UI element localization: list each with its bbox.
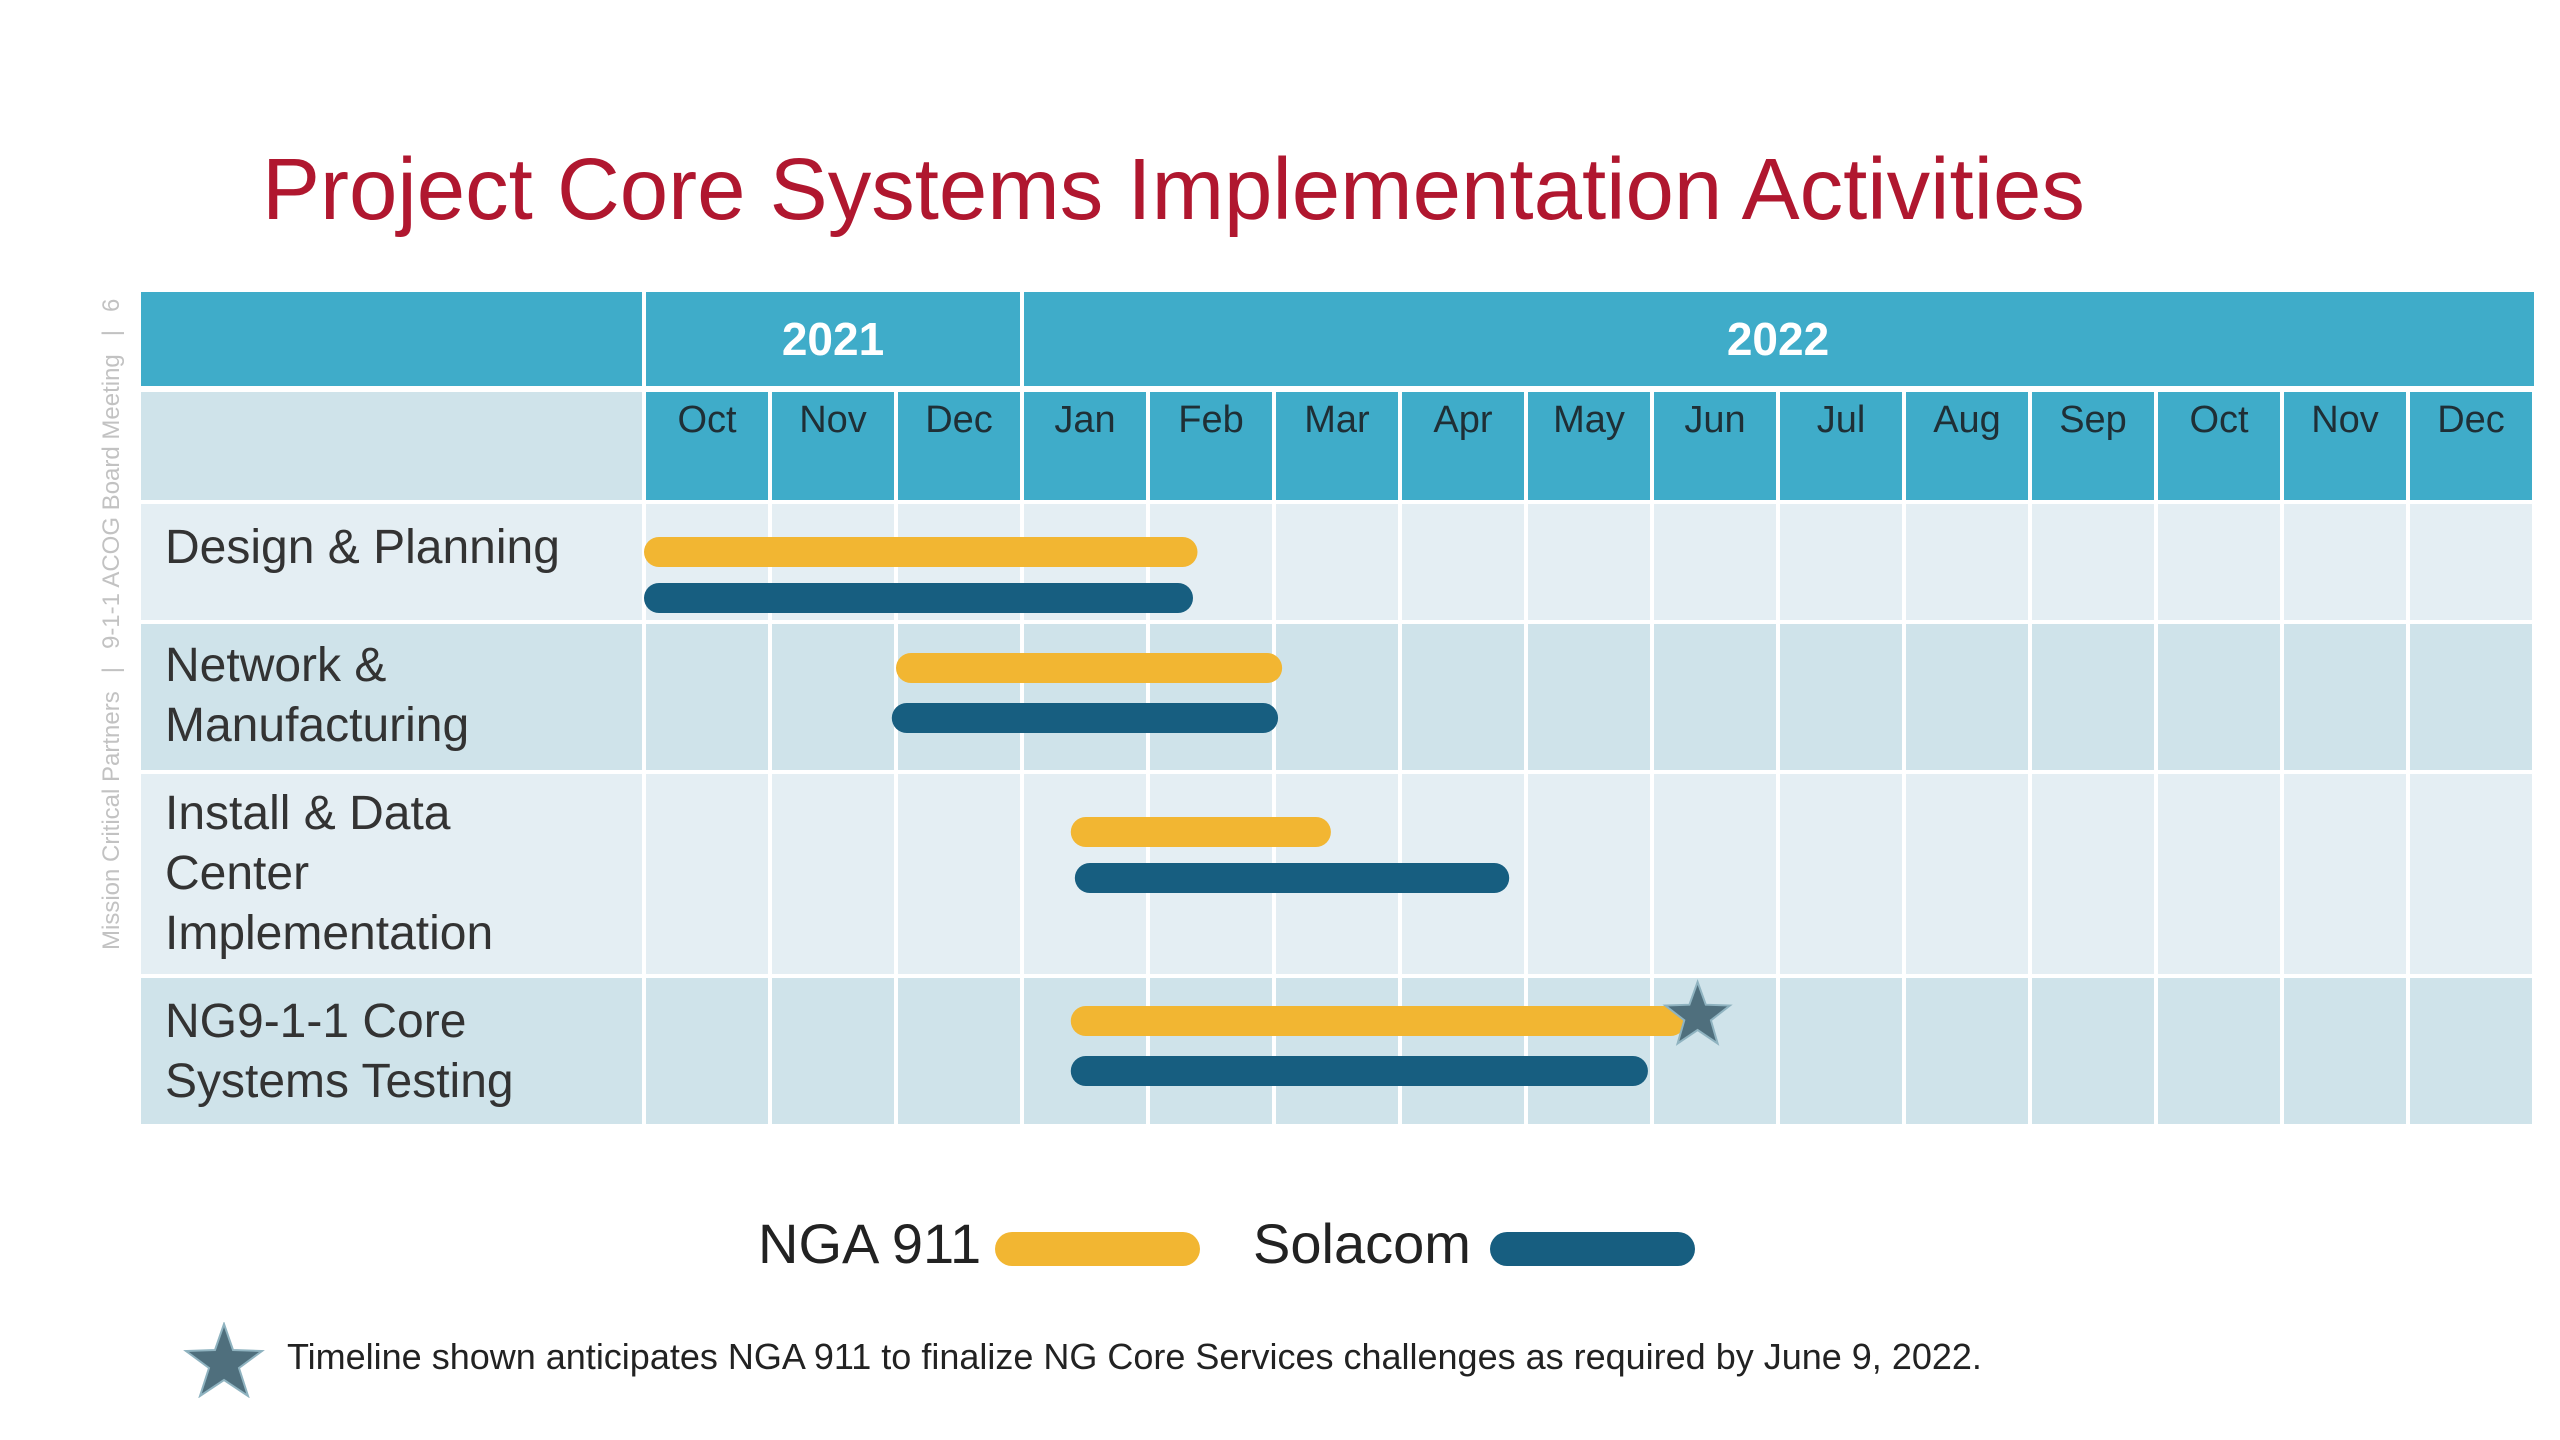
month-label: Nov <box>2311 399 2379 441</box>
legend-swatch-solacom <box>1490 1232 1695 1266</box>
row-label: Design & Planning <box>165 521 560 574</box>
month-label: Sep <box>2059 399 2127 441</box>
month-label: Oct <box>2189 399 2249 441</box>
row-label: NG9-1-1 Core Systems Testing <box>165 995 514 1108</box>
row-label: Network & Manufacturing <box>165 639 470 752</box>
month-label: Feb <box>1178 399 1243 441</box>
month-header-label-cell <box>141 392 644 500</box>
month-label: Dec <box>2437 399 2505 441</box>
row-label: Install & Data Center Implementation <box>165 787 494 960</box>
page-title: Project Core Systems Implementation Acti… <box>262 141 2085 238</box>
gantt-row <box>141 624 2534 770</box>
nga-bar <box>1070 817 1331 847</box>
month-label: Jun <box>1684 399 1745 441</box>
footnote: Timeline shown anticipates NGA 911 to fi… <box>287 1336 1982 1377</box>
nga-bar <box>644 537 1198 567</box>
solacom-bar <box>1074 863 1510 893</box>
milestone-star-icon <box>1662 979 1733 1046</box>
solacom-bar <box>891 703 1279 733</box>
month-label: Dec <box>925 399 993 441</box>
year-label: 2022 <box>1727 313 1829 365</box>
nga-bar <box>896 653 1283 683</box>
month-label: Oct <box>677 399 737 441</box>
legend-swatch-nga <box>995 1232 1200 1266</box>
month-header-band <box>644 392 2534 500</box>
month-label: Nov <box>799 399 867 441</box>
month-label: Apr <box>1433 399 1492 441</box>
month-label: Jan <box>1054 399 1115 441</box>
year-header-band <box>141 292 2534 386</box>
star-icon <box>180 1320 268 1403</box>
nga-bar <box>1070 1006 1686 1036</box>
month-label: Mar <box>1304 399 1370 441</box>
gantt-row <box>141 504 2534 620</box>
gantt-row <box>141 978 2534 1124</box>
solacom-bar <box>644 583 1193 613</box>
year-label: 2021 <box>782 313 884 365</box>
gantt-chart: 2021 2022 Oct Nov Dec Jan Feb Mar Apr May Jun Jul Au… <box>141 292 2536 1124</box>
month-label: May <box>1553 399 1625 441</box>
solacom-bar <box>1070 1056 1648 1086</box>
legend-label-solacom: Solacom <box>1253 1212 1471 1275</box>
month-label: Jul <box>1817 399 1866 441</box>
legend-label-nga: NGA 911 <box>758 1212 982 1275</box>
month-label: Aug <box>1933 399 2001 441</box>
